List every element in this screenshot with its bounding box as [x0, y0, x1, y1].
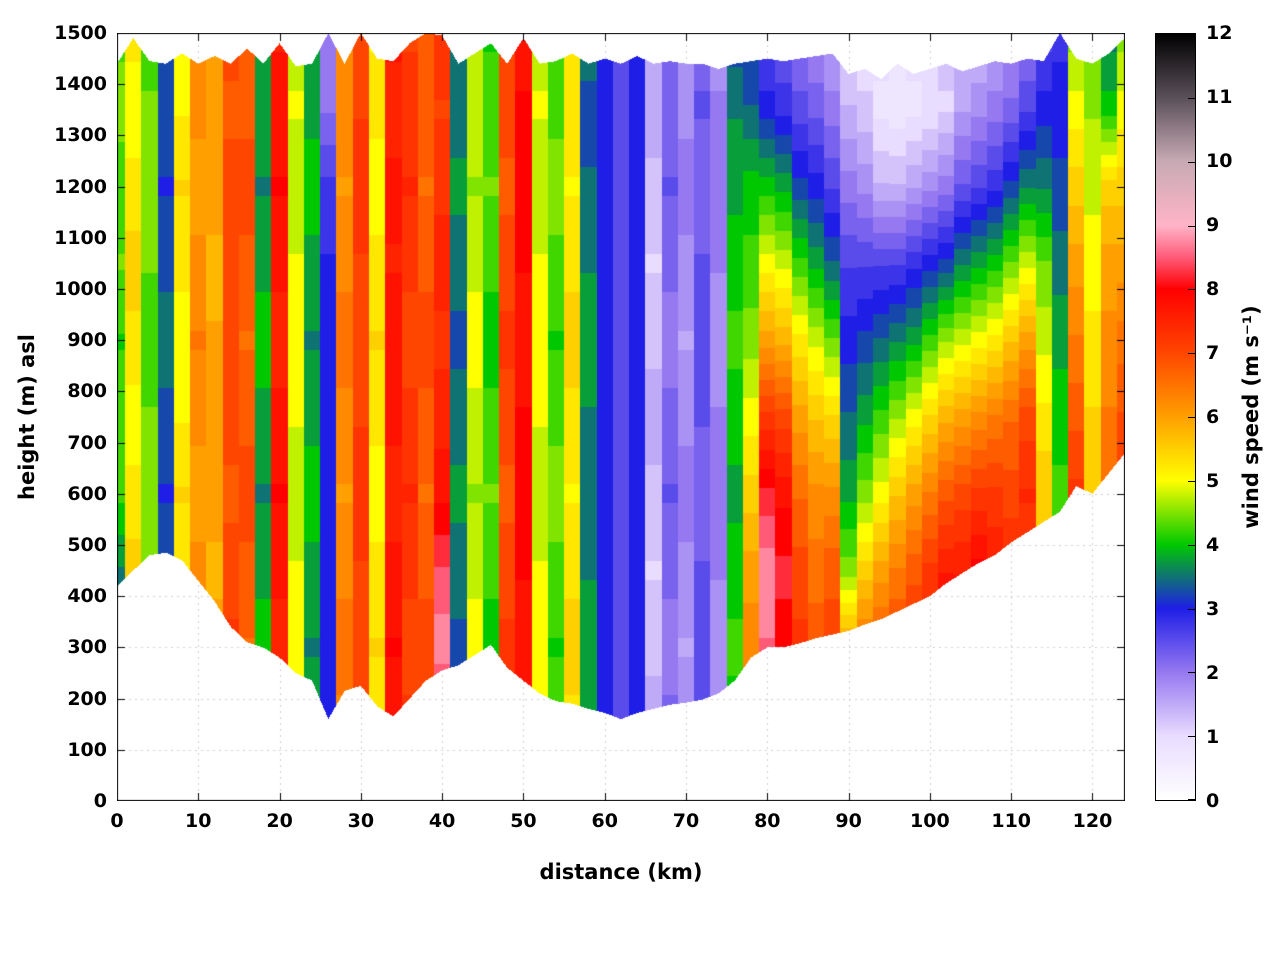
- colorbar-tick-label: 8: [1206, 278, 1220, 300]
- y-tick-label: 800: [67, 380, 107, 403]
- y-tick-label: 300: [67, 636, 107, 659]
- colorbar-tick-label: 11: [1206, 86, 1233, 108]
- colorbar: [1155, 33, 1196, 801]
- y-tick-label: 1300: [54, 124, 107, 147]
- y-tick-label: 900: [67, 329, 107, 352]
- y-tick-label: 700: [67, 431, 107, 454]
- colorbar-tick-label: 0: [1206, 790, 1220, 812]
- x-tick-label: 100: [910, 810, 950, 832]
- x-tick-label: 110: [991, 810, 1032, 832]
- colorbar-tick-mark: [1188, 289, 1195, 290]
- colorbar-tick-label: 10: [1206, 150, 1233, 172]
- colorbar-tick-mark: [1188, 353, 1195, 354]
- y-tick-label: 400: [67, 585, 107, 608]
- colorbar-tick-mark: [1188, 799, 1195, 800]
- colorbar-label: wind speed (m s⁻¹): [1239, 305, 1263, 529]
- colorbar-tick-label: 1: [1206, 726, 1220, 748]
- x-tick-label: 10: [185, 810, 212, 832]
- y-axis-label: height (m) asl: [15, 334, 39, 500]
- x-tick-label: 80: [754, 810, 781, 832]
- colorbar-tick-mark: [1188, 417, 1195, 418]
- colorbar-tick-label: 4: [1206, 534, 1220, 556]
- colorbar-tick-mark: [1188, 162, 1195, 163]
- colorbar-tick-mark: [1188, 736, 1195, 737]
- colorbar-tick-mark: [1188, 226, 1195, 227]
- y-tick-label: 1500: [54, 22, 107, 44]
- colorbar-tick-mark: [1188, 545, 1195, 546]
- x-tick-label: 70: [672, 810, 700, 832]
- y-tick-label: 1100: [54, 226, 107, 249]
- colorbar-tick-mark: [1188, 98, 1195, 99]
- colorbar-tick-label: 5: [1206, 470, 1220, 492]
- colorbar-tick-mark: [1188, 481, 1195, 482]
- x-tick-label: 20: [266, 810, 293, 832]
- x-tick-label: 40: [428, 810, 456, 832]
- colorbar-tick-label: 2: [1206, 662, 1220, 684]
- colorbar-tick-label: 7: [1206, 342, 1220, 364]
- heatmap-canvas: [117, 33, 1125, 801]
- y-tick-label: 0: [93, 790, 107, 812]
- y-tick-label: 100: [67, 738, 107, 761]
- y-tick-label: 500: [67, 534, 107, 556]
- colorbar-tick-label: 9: [1206, 214, 1220, 236]
- x-axis-label: distance (km): [539, 860, 703, 884]
- y-tick-label: 200: [67, 687, 107, 710]
- x-tick-label: 60: [591, 810, 618, 832]
- x-tick-label: 0: [110, 810, 124, 832]
- x-tick-label: 120: [1072, 810, 1113, 832]
- y-tick-label: 1000: [54, 278, 107, 300]
- colorbar-tick-mark: [1188, 609, 1195, 610]
- colorbar-tick-label: 3: [1206, 598, 1220, 620]
- x-tick-label: 30: [347, 810, 375, 832]
- y-tick-label: 1200: [54, 175, 107, 198]
- colorbar-tick-label: 6: [1206, 406, 1220, 428]
- x-tick-label: 50: [510, 810, 537, 832]
- colorbar-tick-label: 12: [1206, 22, 1233, 44]
- y-tick-label: 1400: [54, 73, 107, 96]
- colorbar-tick-mark: [1188, 34, 1195, 35]
- x-tick-label: 90: [835, 810, 862, 832]
- colorbar-tick-mark: [1188, 672, 1195, 673]
- y-tick-label: 600: [67, 482, 107, 505]
